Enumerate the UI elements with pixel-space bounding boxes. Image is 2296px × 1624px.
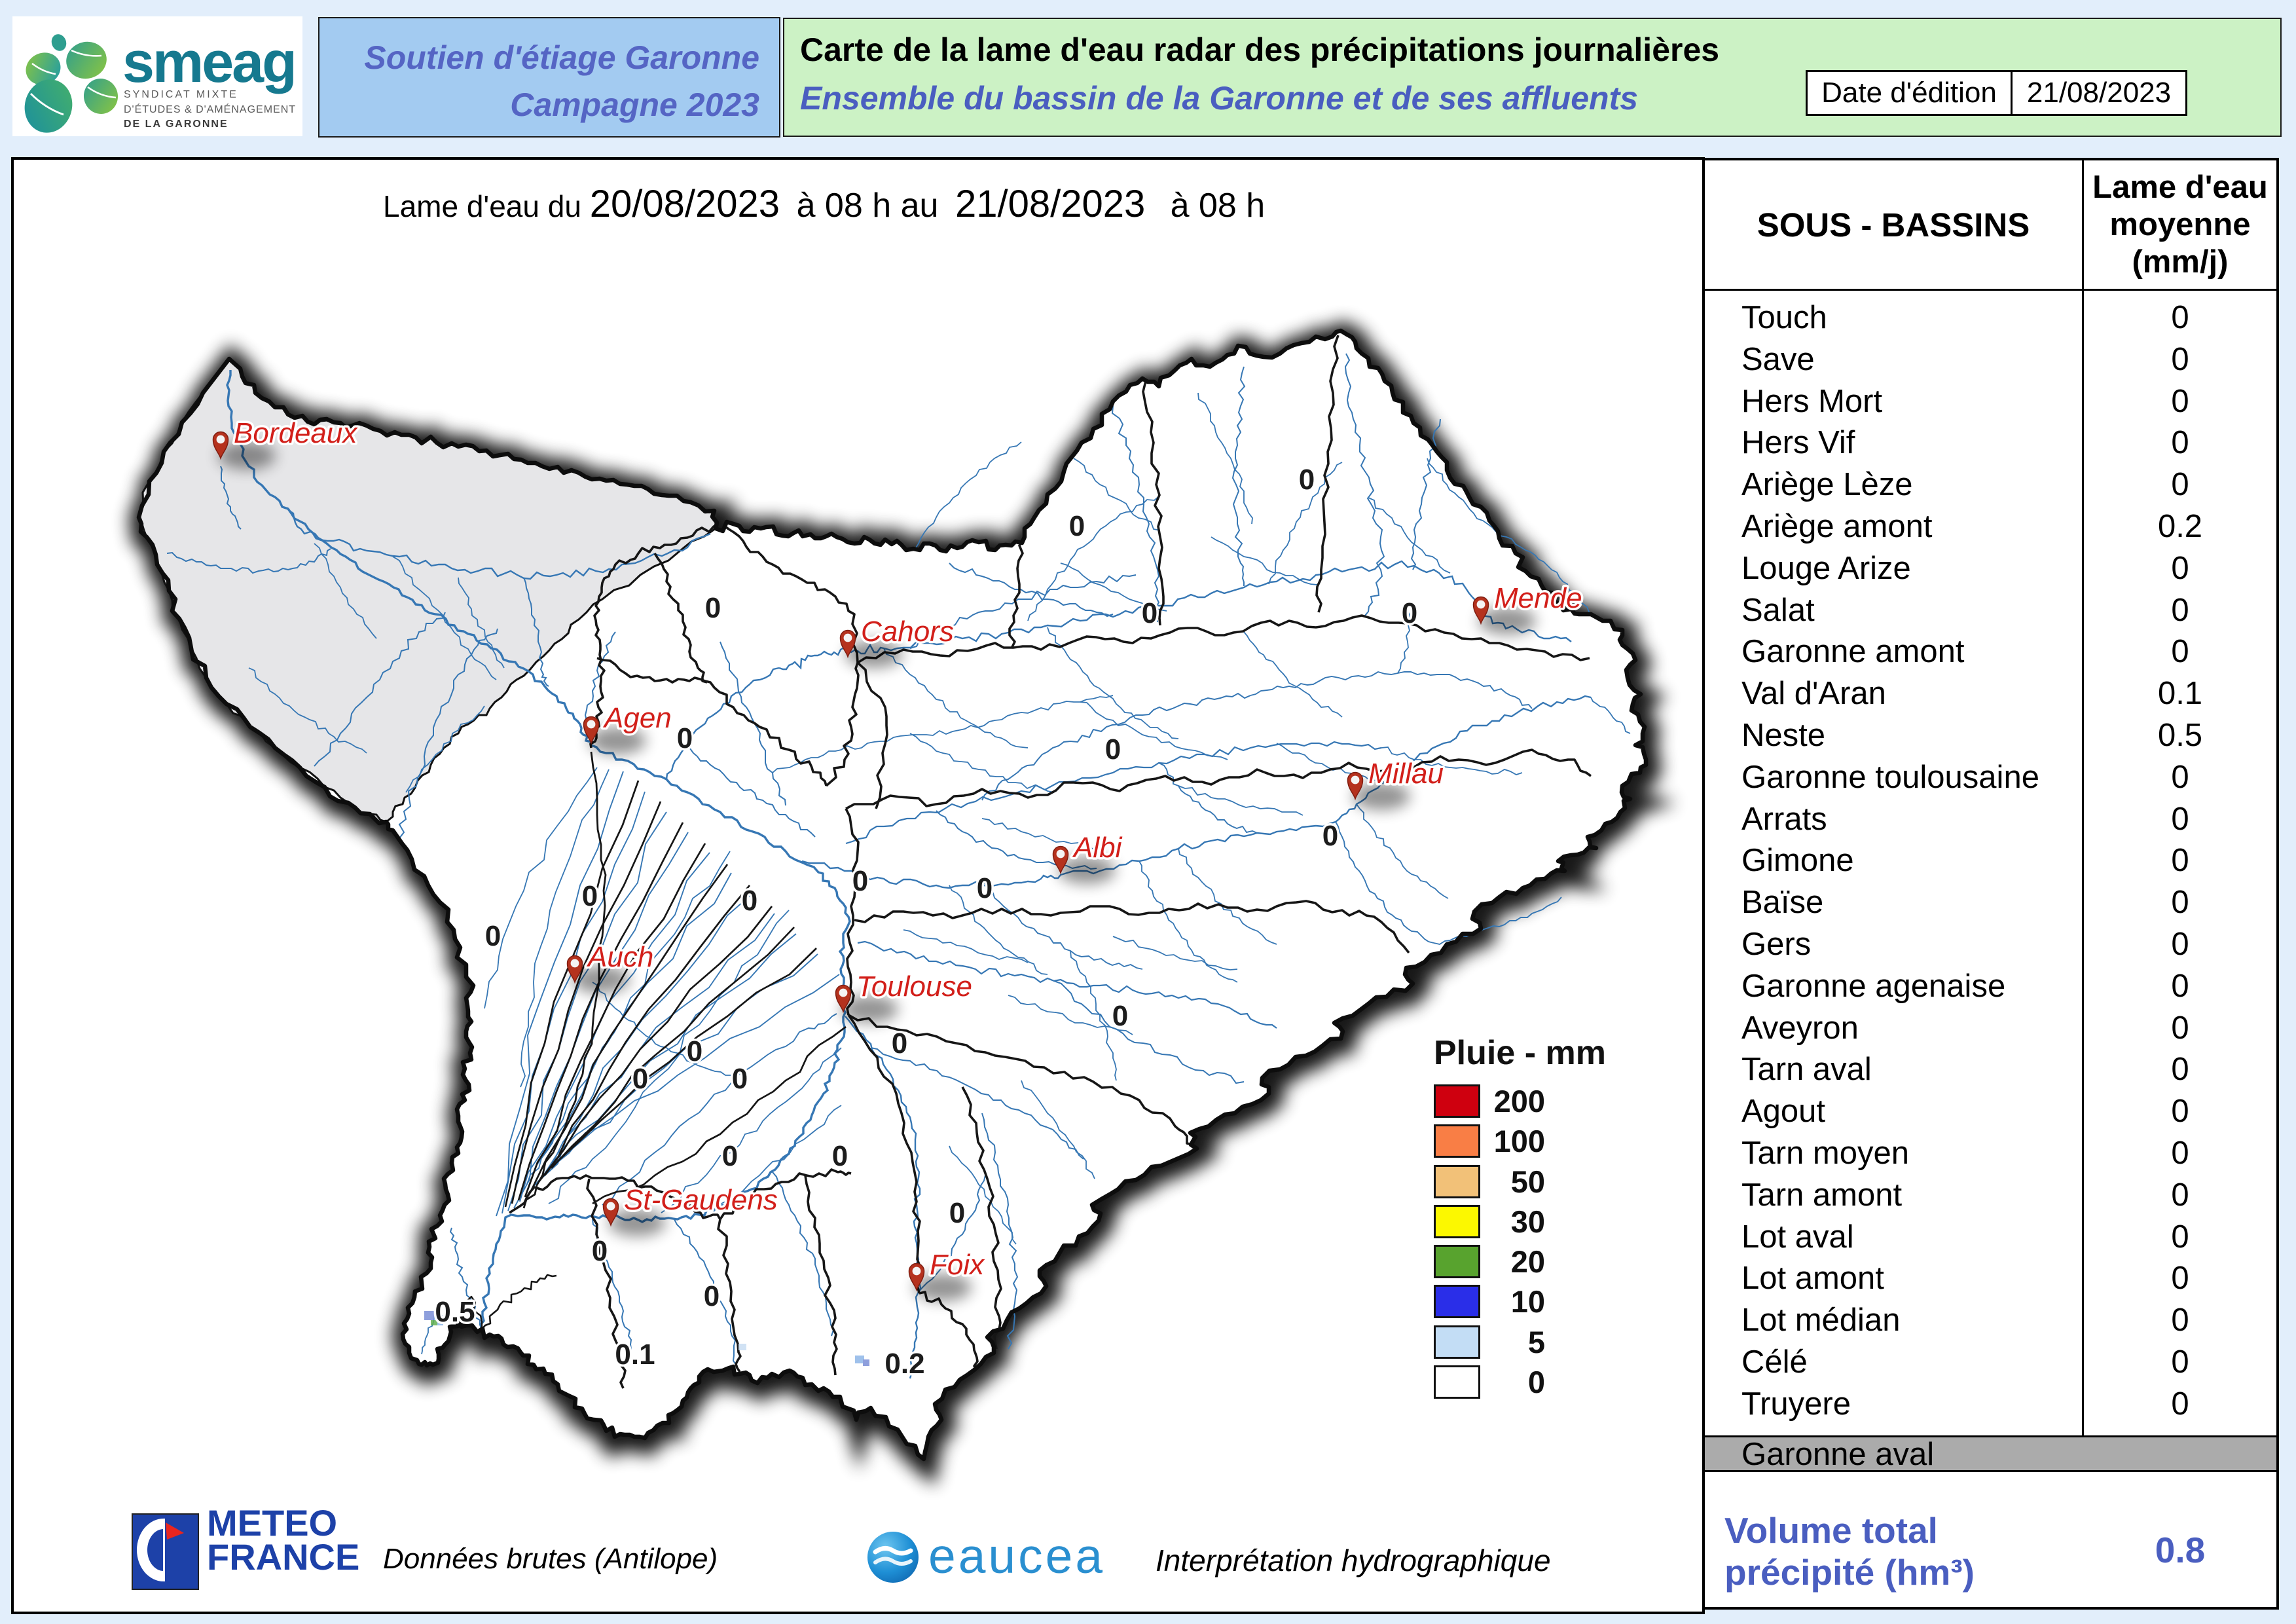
svg-text:0: 0 bbox=[1112, 1000, 1128, 1032]
svg-text:0: 0 bbox=[1402, 597, 1417, 629]
svg-text:St-Gaudens: St-Gaudens bbox=[624, 1184, 778, 1216]
svg-text:0: 0 bbox=[687, 1035, 702, 1067]
svg-text:eaucea: eaucea bbox=[928, 1531, 1105, 1583]
svg-text:D'ÉTUDES & D'AMÉNAGEMENT: D'ÉTUDES & D'AMÉNAGEMENT bbox=[124, 103, 296, 115]
svg-text:0: 0 bbox=[977, 872, 993, 904]
svg-text:0.2: 0.2 bbox=[884, 1348, 924, 1380]
svg-text:smeag: smeag bbox=[122, 29, 295, 94]
svg-text:0: 0 bbox=[832, 1140, 848, 1172]
svg-text:Millau: Millau bbox=[1368, 758, 1444, 790]
svg-text:0: 0 bbox=[892, 1027, 907, 1060]
svg-text:0: 0 bbox=[722, 1140, 738, 1172]
svg-text:Foix: Foix bbox=[930, 1249, 985, 1281]
svg-text:Albi: Albi bbox=[1072, 832, 1123, 864]
svg-text:0: 0 bbox=[592, 1235, 608, 1267]
svg-text:Mende: Mende bbox=[1494, 582, 1582, 614]
svg-text:Cahors: Cahors bbox=[861, 616, 954, 648]
svg-text:0: 0 bbox=[852, 865, 868, 897]
svg-text:Bordeaux: Bordeaux bbox=[234, 417, 358, 449]
svg-text:0: 0 bbox=[742, 885, 757, 917]
svg-text:0: 0 bbox=[677, 722, 693, 754]
svg-text:Toulouse: Toulouse bbox=[856, 970, 972, 1003]
svg-text:0: 0 bbox=[582, 880, 598, 912]
svg-text:0: 0 bbox=[1069, 510, 1085, 542]
svg-text:Auch: Auch bbox=[586, 941, 653, 973]
svg-text:0: 0 bbox=[1322, 820, 1338, 852]
svg-text:0: 0 bbox=[732, 1063, 748, 1095]
svg-text:0: 0 bbox=[632, 1063, 648, 1095]
svg-text:SYNDICAT MIXTE: SYNDICAT MIXTE bbox=[124, 89, 238, 100]
svg-text:0: 0 bbox=[705, 592, 721, 624]
svg-text:0: 0 bbox=[485, 920, 501, 952]
svg-text:DE LA GARONNE: DE LA GARONNE bbox=[124, 119, 228, 130]
svg-text:0.5: 0.5 bbox=[435, 1296, 475, 1328]
svg-text:Agen: Agen bbox=[602, 702, 672, 734]
svg-text:0: 0 bbox=[704, 1280, 720, 1312]
svg-text:0.1: 0.1 bbox=[615, 1338, 655, 1371]
svg-text:0: 0 bbox=[949, 1197, 965, 1229]
svg-text:0: 0 bbox=[1142, 597, 1157, 629]
svg-text:0: 0 bbox=[1105, 733, 1121, 766]
svg-text:0: 0 bbox=[1299, 464, 1315, 496]
